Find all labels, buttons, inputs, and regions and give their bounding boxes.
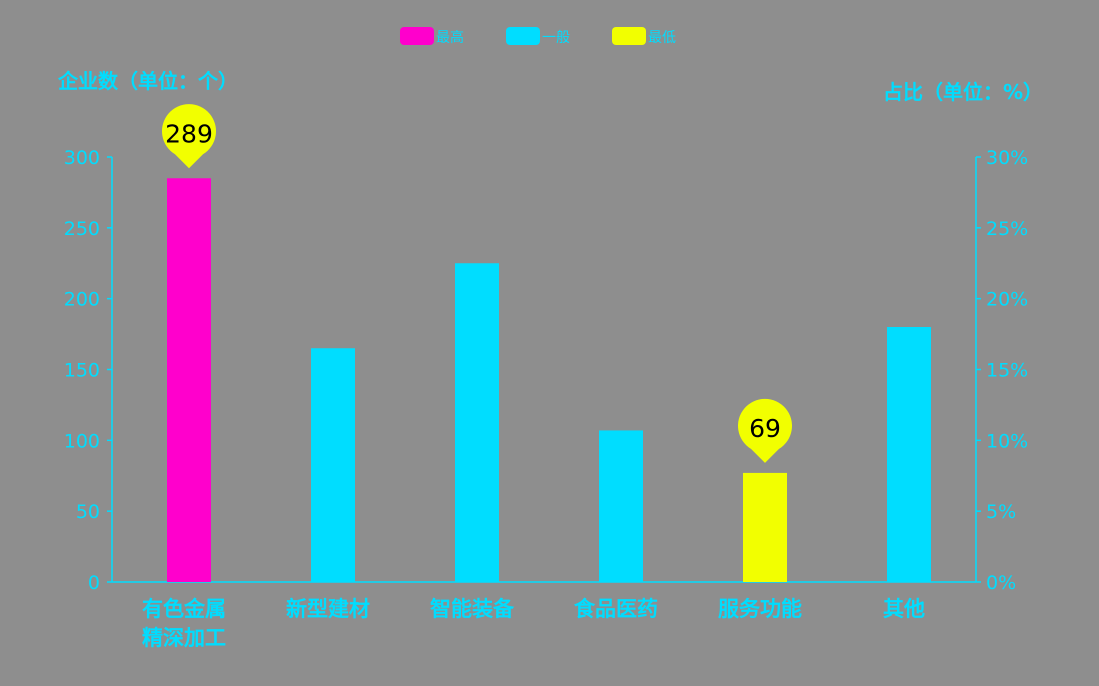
y-tick-label-left: 0 xyxy=(88,572,100,594)
annotation-pin xyxy=(738,398,792,463)
y-tick-label-left: 250 xyxy=(64,218,100,240)
legend-swatch xyxy=(506,27,540,45)
y-tick-label-right: 30% xyxy=(986,147,1028,169)
y-tick-label-right: 15% xyxy=(986,360,1028,382)
bar xyxy=(743,472,787,582)
legend-swatch xyxy=(400,27,434,45)
annotation-label: 69 xyxy=(749,414,781,443)
y-tick-label-right: 5% xyxy=(986,501,1016,523)
y-tick-label-right: 20% xyxy=(986,289,1028,311)
x-tick-label: 新型建材 xyxy=(286,597,370,621)
bar xyxy=(167,178,211,582)
x-tick-label: 其他 xyxy=(883,597,925,621)
legend-label: 最高 xyxy=(436,29,464,46)
y-tick-label-right: 10% xyxy=(986,430,1028,452)
bar xyxy=(455,263,499,582)
y-tick-label-left: 100 xyxy=(64,430,100,452)
x-tick-label: 智能装备 xyxy=(430,597,515,621)
legend-label: 最低 xyxy=(648,30,676,46)
y-tick-label-right: 0% xyxy=(986,572,1016,594)
y-tick-label-left: 300 xyxy=(64,147,100,169)
bar xyxy=(887,327,931,582)
x-tick-label: 食品医药 xyxy=(574,597,658,621)
y-tick-label-left: 150 xyxy=(64,360,100,382)
y-tick-label-right: 25% xyxy=(986,218,1028,240)
legend-label: 一般 xyxy=(542,30,570,46)
y-tick-label-left: 50 xyxy=(76,501,100,523)
y-tick-label-left: 200 xyxy=(64,289,100,311)
bar xyxy=(599,430,643,582)
legend-swatch xyxy=(612,27,646,45)
x-tick-label: 精深加工 xyxy=(142,626,226,650)
y-axis-left-title: 企业数（单位：个） xyxy=(57,69,238,93)
y-axis-right-title: 占比（单位：%） xyxy=(883,80,1043,104)
x-tick-label: 有色金属 xyxy=(142,597,226,621)
annotation-pin xyxy=(162,104,217,169)
bar xyxy=(311,348,355,582)
annotation-label: 289 xyxy=(165,119,213,148)
x-tick-label: 服务功能 xyxy=(718,597,802,621)
